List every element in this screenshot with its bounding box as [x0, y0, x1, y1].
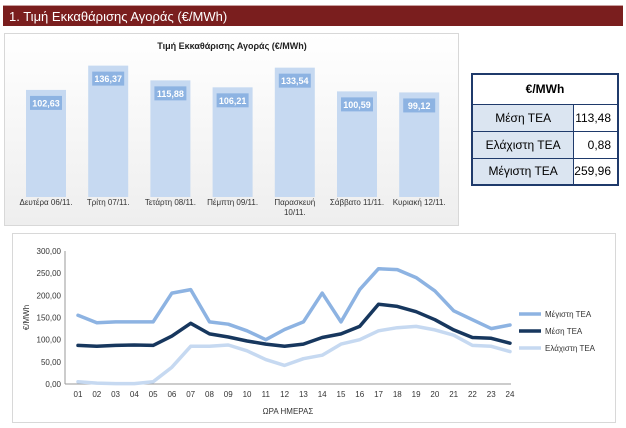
y-tick-label: 0,00: [45, 380, 61, 389]
y-tick-label: 250,00: [37, 269, 62, 278]
category-label: Τετάρτη 08/11.: [145, 198, 196, 207]
table-row: Μέγιστη ΤΕΑ 259,96: [471, 157, 619, 186]
section-title: 1. Τιμή Εκκαθάρισης Αγοράς (€/MWh): [9, 9, 228, 24]
bar-label-bg: [278, 73, 311, 88]
y-tick-label: 300,00: [37, 247, 62, 256]
bar-label-bg: [216, 93, 249, 108]
x-tick-label: 06: [167, 390, 176, 399]
bar-value-label: 99,12: [408, 101, 431, 111]
x-tick-label: 10: [243, 390, 252, 399]
bar-label-bg: [403, 98, 436, 113]
avg-tea-value: 113,48: [573, 103, 619, 132]
avg-tea-label: Μέση ΤΕΑ: [471, 103, 575, 132]
category-label: Κυριακή 12/11.: [393, 198, 446, 207]
x-tick-label: 19: [412, 390, 421, 399]
x-tick-label: 18: [393, 390, 402, 399]
legend-label: Μέγιστη ΤΕΑ: [545, 310, 592, 319]
x-tick-label: 24: [506, 390, 515, 399]
y-tick-label: 100,00: [37, 336, 62, 345]
min-tea-value: 0,88: [573, 130, 619, 159]
x-tick-label: 20: [430, 390, 439, 399]
y-axis-label: €/MWh: [22, 305, 31, 330]
bar-value-label: 115,88: [157, 89, 184, 99]
table-header: €/MWh: [471, 73, 619, 105]
table-row: Ελάχιστη ΤΕΑ 0,88: [471, 130, 619, 159]
x-tick-label: 03: [111, 390, 120, 399]
x-axis-label: ΩΡΑ ΗΜΕΡΑΣ: [263, 407, 314, 416]
table-header-row: €/MWh: [471, 73, 619, 105]
x-tick-label: 16: [355, 390, 364, 399]
y-tick-label: 200,00: [37, 291, 62, 300]
category-label: 10/11.: [284, 208, 306, 217]
section-header: 1. Τιμή Εκκαθάρισης Αγοράς (€/MWh): [3, 5, 623, 26]
category-label: Πέμπτη 09/11.: [207, 198, 258, 207]
x-tick-label: 11: [262, 390, 271, 399]
bar: [274, 67, 315, 197]
x-tick-label: 02: [92, 390, 101, 399]
bar-value-label: 100,59: [343, 100, 371, 110]
x-tick-label: 04: [130, 390, 139, 399]
bar: [88, 65, 129, 197]
line-chart-panel: 0,00 50,00 100,00 150,00 200,00 250,00 300,00 0…: [12, 233, 616, 423]
category-label: Τρίτη 07/11.: [87, 198, 130, 207]
bar-chart-panel: Τιμή Εκκαθάρισης Αγοράς (€/MWh) 102,63 Δευ…: [4, 33, 459, 226]
y-tick-label: 50,00: [41, 358, 62, 367]
x-tick-label: 23: [487, 390, 496, 399]
bar-chart: Τιμή Εκκαθάρισης Αγοράς (€/MWh) 102,63 Δευ…: [19, 41, 446, 217]
x-tick-label: 09: [224, 390, 233, 399]
table-row: Μέση ΤΕΑ 113,48: [471, 103, 619, 132]
y-tick-label: 150,00: [37, 314, 62, 323]
min-tea-line: [76, 324, 512, 386]
category-label: Σάββατο 11/11.: [330, 198, 384, 207]
chart-title: Τιμή Εκκαθάρισης Αγοράς (€/MWh): [157, 41, 307, 51]
x-tick-label: 22: [468, 390, 477, 399]
x-tick-label: 13: [299, 390, 308, 399]
x-tick-label: 12: [280, 390, 289, 399]
bar-label-bg: [30, 95, 62, 110]
x-tick-label: 14: [318, 390, 327, 399]
max-tea-value: 259,96: [573, 157, 619, 186]
bar-label-bg: [154, 86, 187, 101]
bar-value-label: 133,54: [281, 76, 309, 86]
line-chart: 0,00 50,00 100,00 150,00 200,00 250,00 300,00 0…: [22, 247, 596, 416]
x-tick-label: 07: [186, 390, 195, 399]
max-tea-line: [76, 266, 512, 342]
bar-value-label: 106,21: [219, 96, 247, 106]
x-tick-label: 05: [149, 390, 158, 399]
avg-tea-line: [76, 302, 512, 349]
bar-value-label: 102,63: [32, 98, 60, 108]
tea-summary-table: €/MWh Μέση ΤΕΑ 113,48 Ελάχιστη ΤΕΑ 0,88 …: [471, 73, 619, 186]
category-label: Δευτέρα 06/11.: [19, 198, 72, 207]
legend-label: Μέση ΤΕΑ: [545, 327, 583, 336]
x-tick-label: 21: [449, 390, 458, 399]
x-tick-label: 08: [205, 390, 214, 399]
bar-label-bg: [92, 71, 125, 86]
x-tick-label: 17: [374, 390, 383, 399]
x-tick-label: 15: [337, 390, 346, 399]
max-tea-label: Μέγιστη ΤΕΑ: [471, 157, 575, 186]
x-tick-label: 01: [74, 390, 83, 399]
min-tea-label: Ελάχιστη ΤΕΑ: [471, 130, 575, 159]
category-label: Παρασκευή: [274, 198, 315, 207]
bar-label-bg: [341, 97, 373, 112]
bar-value-label: 136,37: [94, 74, 122, 84]
legend-label: Ελάχιστη ΤΕΑ: [545, 344, 596, 353]
